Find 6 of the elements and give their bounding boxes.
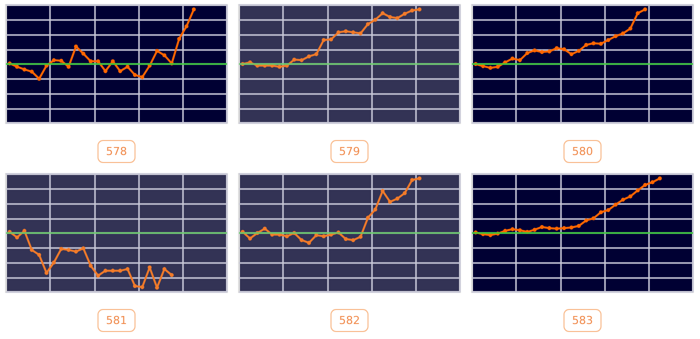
text: 583 [572, 314, 593, 327]
text: 581 [106, 314, 127, 327]
text: 578 [106, 145, 127, 158]
text: 579 [339, 145, 360, 158]
text: 582 [339, 314, 360, 327]
text: 580 [572, 145, 593, 158]
